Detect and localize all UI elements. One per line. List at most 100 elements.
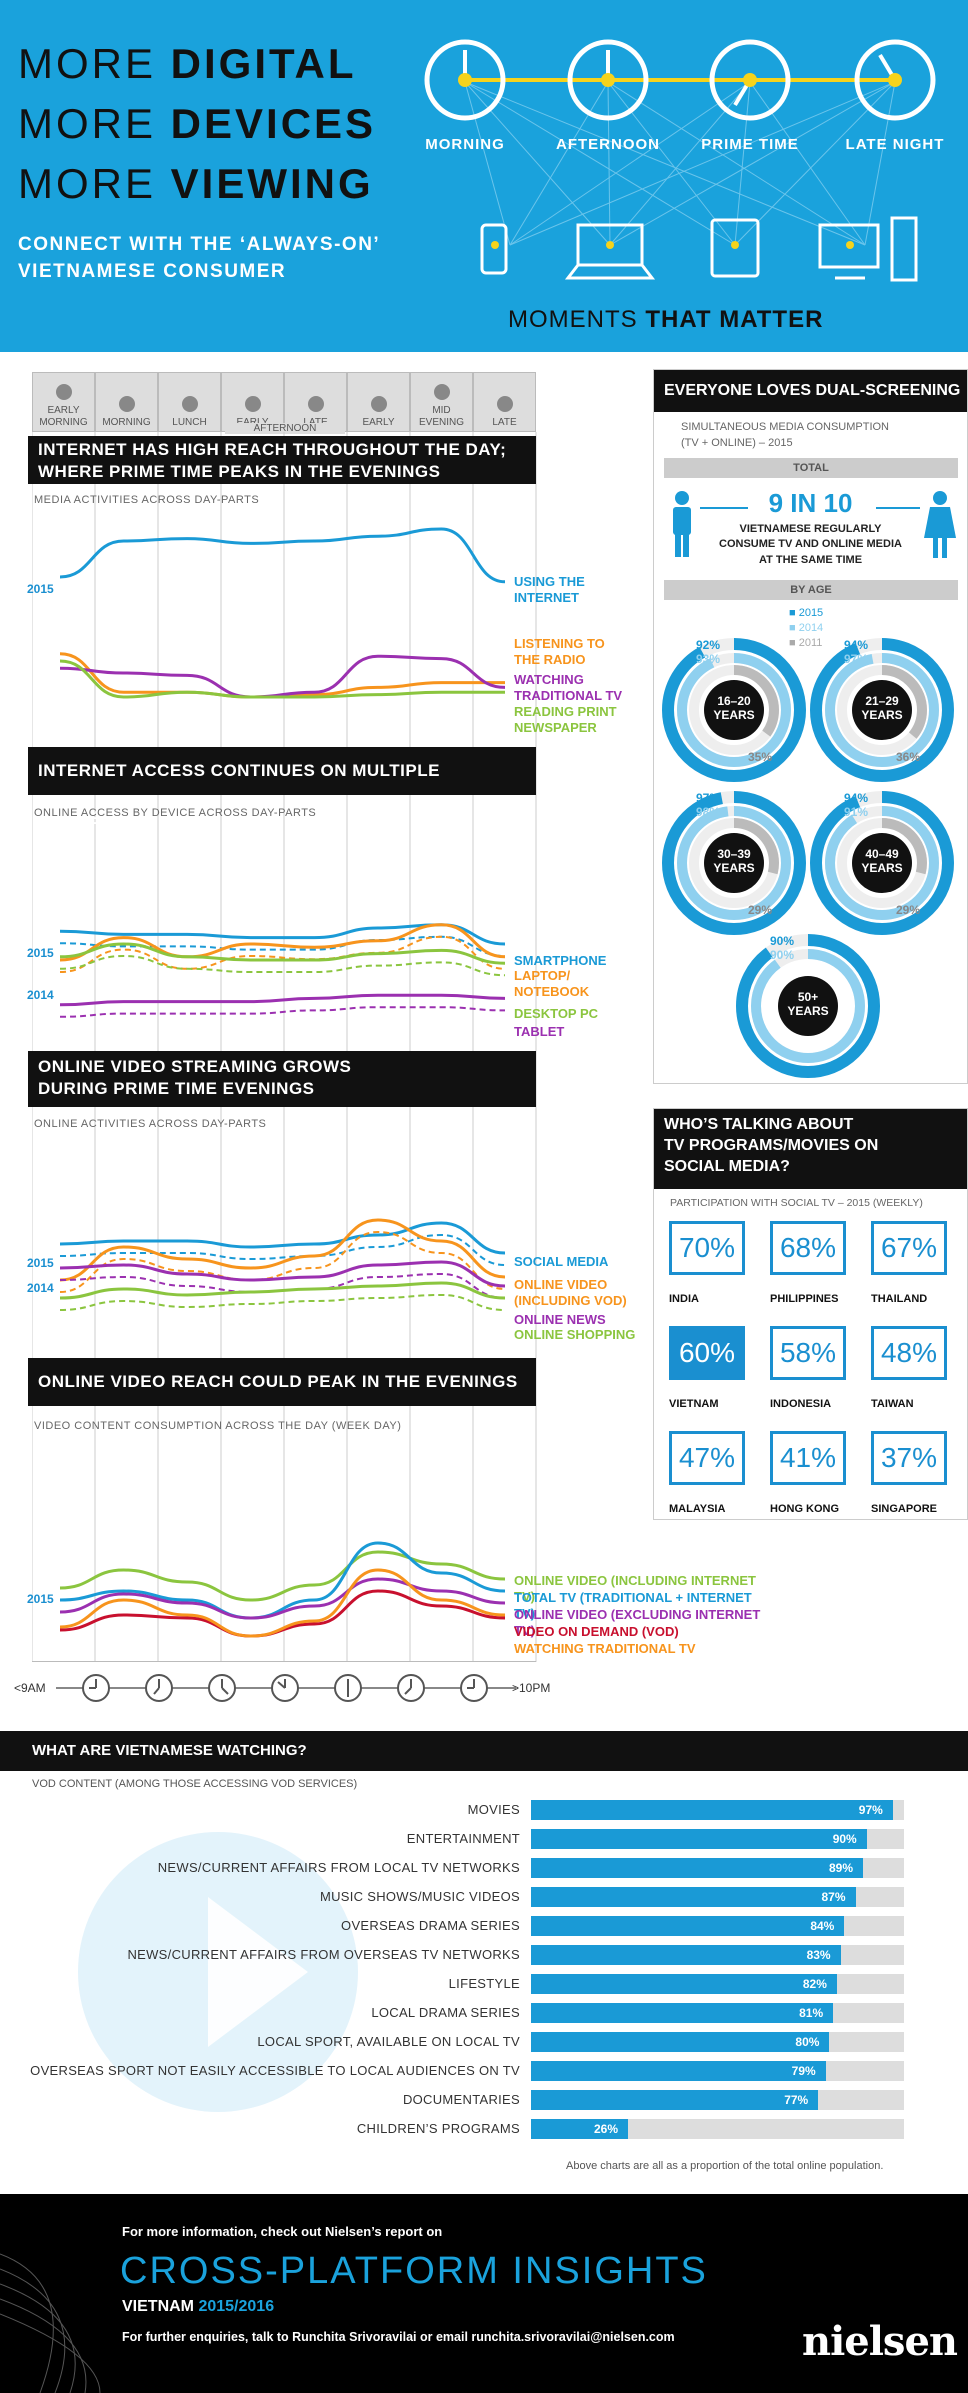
- pct-2015: 94%: [844, 791, 869, 805]
- footer-report-title: CROSS-PLATFORM INSIGHTS: [120, 2250, 708, 2292]
- age-ring: [736, 934, 880, 1078]
- clock-label-morning: MORNING: [425, 136, 505, 153]
- pct-2014: 97%: [844, 652, 869, 666]
- country-bubble: 58%: [770, 1326, 846, 1380]
- dual-title: EVERYONE LOVES DUAL-SCREENING: [654, 370, 967, 412]
- dual-desc-line3: AT THE SAME TIME: [758, 553, 863, 566]
- vod-value: 90%: [832, 1832, 857, 1846]
- pct-2015: 97%: [696, 791, 721, 805]
- s2-year-2015: 2015: [27, 946, 54, 960]
- vod-bar: [531, 1974, 837, 1994]
- country-name: INDIA: [669, 1293, 699, 1305]
- country-bubble: 68%: [770, 1221, 846, 1275]
- series-line: [60, 993, 505, 1007]
- ring-arc: [662, 638, 806, 782]
- ring-arc: [810, 638, 954, 782]
- daypart-cell: LATE: [473, 372, 536, 432]
- vod-bar: [531, 2032, 830, 2052]
- ring-age-label: 16–20 YEARS: [704, 694, 764, 723]
- vod-bar: [531, 1916, 845, 1936]
- vod-value: 82%: [802, 1977, 827, 1991]
- pct-2014: 90%: [770, 948, 795, 962]
- vod-value: 77%: [784, 2093, 809, 2107]
- ring-age-line2: YEARS: [861, 861, 903, 876]
- footer-country: VIETNAM 2015/2016: [122, 2298, 275, 2315]
- vod-category: MOVIES: [467, 1802, 520, 1817]
- daypart-label-2: MORNING: [102, 416, 151, 428]
- ring-age-label: 30–39 YEARS: [704, 847, 764, 876]
- s3-subtitle: ONLINE ACTIVITIES ACROSS DAY-PARTS: [34, 1118, 267, 1130]
- series-line-2014: [60, 1293, 505, 1311]
- vod-category: NEWS/CURRENT AFFAIRS FROM LOCAL TV NETWO…: [157, 1860, 520, 1875]
- time-axis-clocks: [56, 1674, 516, 1702]
- ring-age-line1: 40–49: [865, 847, 899, 861]
- ring-arc: [837, 665, 927, 755]
- time-axis-start: <9AM: [14, 1681, 46, 1695]
- age-ring: [662, 638, 806, 782]
- pct-2015: 90%: [770, 934, 795, 948]
- ring-arc: [689, 665, 779, 755]
- daypart-cell: MID EVENING: [410, 372, 473, 432]
- series-line: [60, 942, 505, 965]
- series-line: [60, 1541, 505, 1620]
- series-line: [60, 923, 505, 946]
- daypart-icon: [433, 384, 450, 400]
- legend-item: LISTENING TO THE RADIO: [514, 636, 605, 667]
- clock-label-late-night: LATE NIGHT: [845, 136, 945, 153]
- title-line-2: MORE DEVICES: [18, 100, 377, 147]
- country-name: HONG KONG: [770, 1503, 840, 1515]
- legend-item: ONLINE VIDEO (EXCLUDING INTERNET TV): [514, 1607, 761, 1638]
- legend-item: LAPTOP/ NOTEBOOK: [514, 968, 590, 999]
- clock-label-prime-time: PRIME TIME: [701, 136, 799, 153]
- series-line: [60, 652, 505, 699]
- country-name: INDONESIA: [770, 1398, 832, 1410]
- footer: For more information, check out Nielsen’…: [0, 2194, 968, 2393]
- daypart-icon: [244, 395, 261, 412]
- ring-age-label: 40–49 YEARS: [852, 847, 912, 876]
- nielsen-logo: nielsen: [802, 2318, 958, 2365]
- pct-2011: 36%: [896, 750, 921, 764]
- subtitle: CONNECT WITH THE ‘ALWAYS-ON’ VIETNAMESE …: [18, 232, 380, 285]
- vod-category: OVERSEAS DRAMA SERIES: [341, 1918, 520, 1933]
- legend-2015: ■ 2015: [789, 607, 824, 619]
- vod-value: 87%: [821, 1890, 846, 1904]
- social-title-line1: WHO’S TALKING ABOUT: [664, 1116, 854, 1133]
- vod-bar: [531, 2061, 826, 2081]
- legend-item: TOTAL TV (TRADITIONAL + INTERNET TV): [514, 1590, 752, 1621]
- dual-byage-label: BY AGE: [664, 580, 958, 600]
- daypart-icon: [181, 395, 198, 412]
- country-name: SINGAPORE: [871, 1503, 938, 1515]
- title-line-1: MORE DIGITAL: [18, 40, 357, 87]
- series-line: [60, 1221, 505, 1255]
- social-title: WHO’S TALKING ABOUT TV PROGRAMS/MOVIES O…: [654, 1109, 967, 1189]
- vod-category: ENTERTAINMENT: [406, 1831, 520, 1846]
- ring-arc: [837, 818, 927, 908]
- legend-item: SOCIAL MEDIA: [514, 1254, 609, 1269]
- series-line: [60, 527, 505, 584]
- vod-bar: [531, 1887, 856, 1907]
- daypart-icon: [118, 395, 135, 412]
- vod-bar: [531, 1945, 841, 1965]
- watching-subtitle: VOD CONTENT (AMONG THOSE ACCESSING VOD S…: [32, 1778, 358, 1790]
- ring-age-line1: 30–39: [717, 847, 751, 861]
- section-4-title: ONLINE VIDEO REACH COULD PEAK IN THE EVE…: [28, 1358, 536, 1406]
- daypart-label-1: MID: [432, 405, 451, 416]
- country-name: THAILAND: [871, 1293, 928, 1305]
- vod-value: 83%: [806, 1948, 831, 1962]
- ring-arc: [751, 949, 865, 1063]
- dual-desc-line1: VIETNAMESE REGULARLY: [739, 523, 882, 535]
- ring-arc: [662, 791, 806, 935]
- moments-that-matter: MOMENTS THAT MATTER: [508, 306, 824, 333]
- chart-online-access-by-device: [60, 923, 505, 1018]
- ring-arc: [689, 818, 779, 908]
- daypart-label-2: LATE: [492, 416, 517, 428]
- legend-item: VIDEO ON DEMAND (VOD): [514, 1624, 679, 1639]
- ring-arc: [677, 806, 791, 920]
- series-line: [60, 1218, 505, 1282]
- ring-age-line1: 50+: [797, 990, 819, 1004]
- s1-title-line2: WHERE PRIME TIME PEAKS IN THE EVENINGS: [38, 462, 441, 482]
- social-title-line3: SOCIAL MEDIA?: [664, 1157, 790, 1175]
- vod-category: LIFESTYLE: [448, 1976, 520, 1991]
- watching-note: Above charts are all as a proportion of …: [566, 2160, 884, 2172]
- age-ring: [810, 791, 954, 935]
